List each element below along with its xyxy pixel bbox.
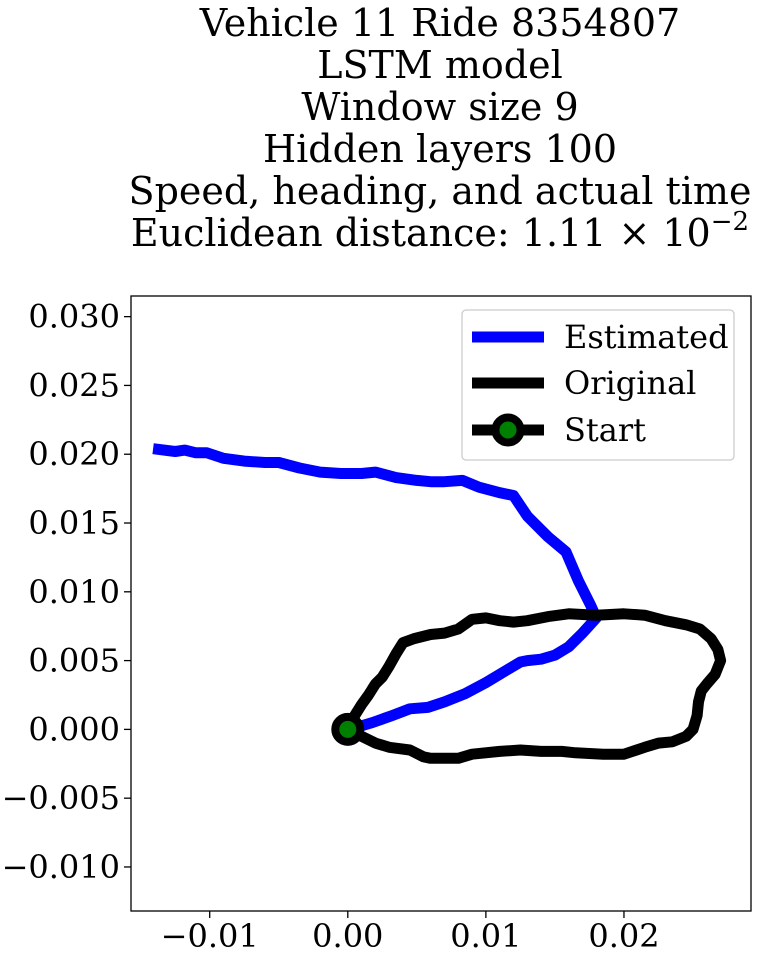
title-metric: Euclidean distance: 1.11 × 10−2 (131, 207, 749, 255)
chart-title: Vehicle 11 Ride 8354807 LSTM model Windo… (129, 1, 752, 255)
title-line: Window size 9 (301, 85, 578, 129)
legend-label-estimated: Estimated (564, 318, 729, 356)
y-tick-label: 0.010 (28, 573, 120, 611)
title-line: LSTM model (317, 43, 562, 87)
y-tick-label: 0.030 (28, 298, 120, 336)
y-tick-label: 0.005 (28, 642, 120, 680)
axes: −0.01 0.00 0.01 0.02 −0.010 −0.005 0.000 0.005 0… (2, 295, 752, 955)
legend-label-original: Original (564, 364, 696, 402)
series-line-estimated (152, 443, 602, 735)
x-tick-label: 0.00 (312, 917, 383, 955)
x-tick-label: 0.01 (450, 917, 521, 955)
axes-frame (130, 295, 752, 912)
legend-box (461, 309, 735, 461)
x-tick-label: −0.01 (161, 917, 259, 955)
legend-label-start: Start (564, 411, 646, 449)
y-tick-label: −0.010 (2, 848, 120, 886)
series-line-original (342, 608, 727, 764)
y-tick-label: 0.020 (28, 435, 120, 473)
title-line: Speed, heading, and actual time (129, 169, 752, 213)
x-tick-label: 0.02 (588, 917, 659, 955)
title-metric-exponent: −2 (711, 207, 749, 237)
plot-area (152, 443, 727, 764)
legend-marker-start (491, 413, 525, 447)
series-group (152, 443, 727, 764)
y-tick-label: −0.005 (2, 779, 120, 817)
legend: Estimated Original Start (461, 309, 735, 461)
title-line: Hidden layers 100 (263, 127, 617, 171)
title-metric-prefix: Euclidean distance: 1.11 × 10 (131, 211, 711, 255)
y-tick-label: 0.015 (28, 504, 120, 542)
title-line: Vehicle 11 Ride 8354807 (199, 1, 680, 45)
y-tick-label: 0.025 (28, 366, 120, 404)
y-tick-label: 0.000 (28, 710, 120, 748)
start-marker (331, 712, 365, 746)
